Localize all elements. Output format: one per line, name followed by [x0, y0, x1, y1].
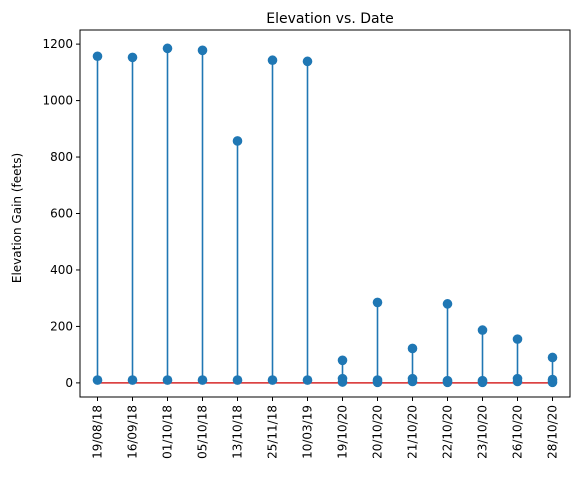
stem-marker	[162, 375, 173, 385]
y-tick-label: 400	[50, 263, 73, 277]
y-tick-label: 800	[50, 150, 73, 164]
x-tick-label: 22/10/20	[441, 405, 455, 459]
x-tick-label: 01/10/18	[161, 405, 175, 459]
x-tick-label: 26/10/20	[511, 405, 525, 459]
stem-marker	[372, 297, 383, 308]
stem-marker	[442, 299, 453, 309]
stem-marker	[197, 375, 208, 385]
stem-marker	[267, 55, 278, 66]
stem-marker	[512, 376, 523, 387]
stem-marker	[407, 343, 418, 354]
stem-marker	[337, 377, 348, 387]
x-tick-label: 21/10/20	[406, 405, 420, 459]
x-tick-label: 13/10/18	[231, 405, 245, 459]
stem-marker	[302, 375, 313, 385]
stem-marker	[407, 376, 418, 387]
x-tick-label: 25/11/18	[266, 405, 280, 459]
stem-marker	[232, 136, 243, 146]
stem-marker	[302, 56, 313, 67]
y-tick-label: 1200	[42, 37, 73, 51]
y-axis-label: Elevation Gain (feets)	[10, 153, 24, 283]
y-tick-label: 600	[50, 207, 73, 221]
stem-marker	[512, 334, 523, 344]
stem-marker	[127, 52, 138, 63]
stem-marker	[442, 377, 453, 388]
x-tick-label: 10/03/19	[301, 405, 315, 459]
x-tick-label: 19/08/18	[91, 405, 105, 459]
stem-marker	[232, 375, 243, 385]
stem-marker	[477, 325, 488, 335]
y-tick-label: 200	[50, 319, 73, 333]
stem-marker	[197, 45, 208, 56]
axes-frame	[79, 29, 571, 398]
stem-marker	[547, 352, 558, 363]
stem-marker	[477, 377, 488, 388]
x-tick-label: 28/10/20	[546, 405, 560, 459]
stem-marker	[547, 377, 558, 388]
stem-marker	[92, 375, 103, 385]
y-tick-label: 1000	[42, 94, 73, 108]
x-tick-label: 16/09/18	[126, 405, 140, 459]
plot-area	[92, 43, 558, 388]
stem-marker	[337, 355, 348, 366]
stem-marker	[127, 375, 138, 385]
x-tick-label: 19/10/20	[336, 405, 350, 459]
x-tick-label: 23/10/20	[476, 405, 490, 459]
y-tick-label: 0	[65, 376, 73, 390]
stem-marker	[267, 375, 278, 385]
stem-marker	[92, 51, 103, 62]
x-tick-label: 20/10/20	[371, 405, 385, 459]
chart-title: Elevation vs. Date	[266, 11, 393, 27]
stem-marker	[162, 43, 173, 54]
x-tick-label: 05/10/18	[196, 405, 210, 459]
stem-marker	[372, 377, 383, 388]
